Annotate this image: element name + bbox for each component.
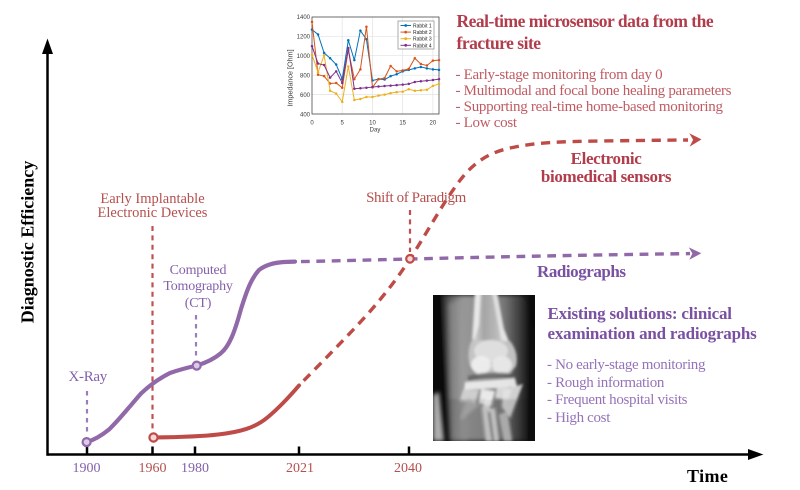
svg-text:800: 800	[300, 74, 311, 80]
svg-text:1000: 1000	[297, 54, 311, 60]
svg-text:400: 400	[300, 112, 311, 118]
svg-text:1200: 1200	[297, 35, 311, 41]
svg-text:15: 15	[399, 120, 406, 126]
svg-text:1400: 1400	[297, 15, 311, 21]
svg-text:Rabbit 2: Rabbit 2	[413, 30, 432, 36]
svg-text:Rabbit 4: Rabbit 4	[413, 43, 432, 49]
svg-text:20: 20	[430, 120, 437, 126]
svg-text:5: 5	[341, 120, 345, 126]
svg-text:Day: Day	[370, 128, 381, 134]
svg-text:Impedance [Ohm]: Impedance [Ohm]	[286, 49, 295, 106]
svg-text:10: 10	[369, 120, 376, 126]
svg-text:600: 600	[300, 93, 311, 99]
svg-text:Rabbit 1: Rabbit 1	[413, 24, 432, 30]
svg-text:0: 0	[310, 120, 314, 126]
svg-text:Rabbit 3: Rabbit 3	[413, 37, 432, 43]
